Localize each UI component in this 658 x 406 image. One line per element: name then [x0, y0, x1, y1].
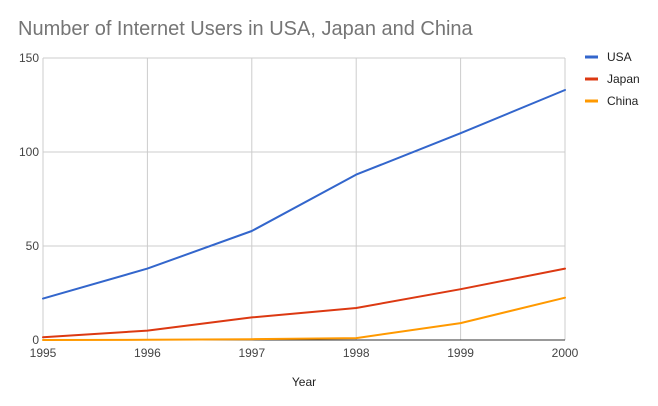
legend-label-japan: Japan — [607, 72, 640, 86]
x-tick-label: 1996 — [134, 346, 161, 360]
series-line-usa — [42, 89, 566, 300]
legend-label-china: China — [607, 94, 639, 108]
legend: USA Japan China — [585, 50, 640, 108]
series-line-japan — [42, 267, 566, 339]
x-tick-label: 1999 — [447, 346, 474, 360]
axis-ticks: 1995 1996 1997 1998 1999 2000 0 50 100 150 — [19, 51, 579, 360]
legend-label-usa: USA — [607, 50, 632, 64]
y-tick-label: 50 — [26, 239, 40, 253]
y-tick-label: 100 — [19, 145, 39, 159]
series-line-china — [42, 296, 566, 341]
chart-title: Number of Internet Users in USA, Japan a… — [18, 18, 474, 40]
x-tick-label: 1995 — [30, 346, 57, 360]
y-tick-label: 150 — [19, 51, 39, 65]
x-axis-label: Year — [292, 375, 316, 389]
x-tick-label: 1998 — [343, 346, 370, 360]
series-lines — [42, 89, 566, 341]
x-tick-label: 2000 — [552, 346, 579, 360]
x-tick-label: 1997 — [238, 346, 265, 360]
grid — [42, 57, 566, 341]
y-tick-label: 0 — [32, 333, 39, 347]
